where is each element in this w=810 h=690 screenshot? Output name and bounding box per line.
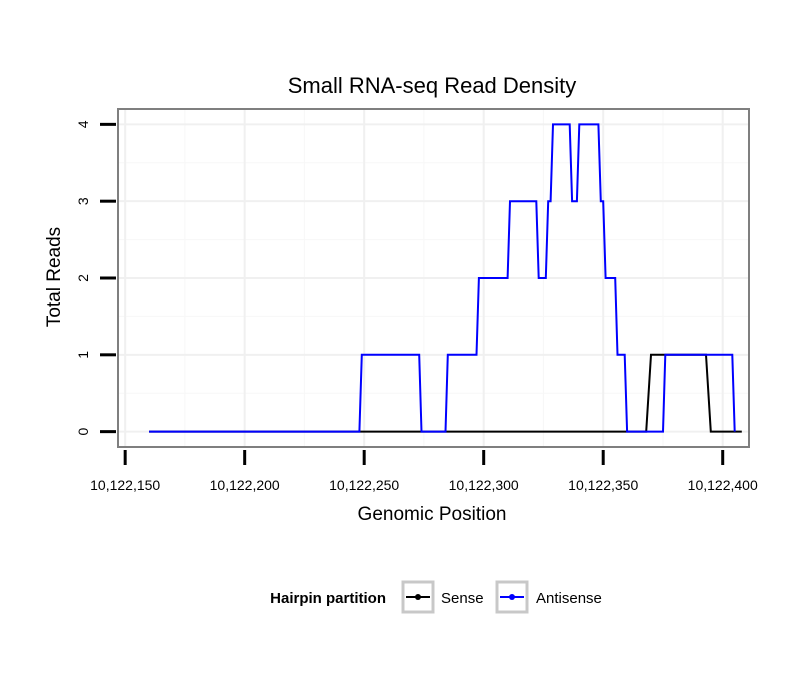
- legend-dot-antisense: [509, 594, 515, 600]
- series-layer: [149, 123, 742, 433]
- x-axis: 10,122,150 10,122,200 10,122,250 10,122,300…: [90, 450, 758, 493]
- y-tick-label: 2: [75, 274, 91, 282]
- grid-lines: [118, 109, 749, 447]
- x-tick-label: 10,122,300: [449, 477, 519, 493]
- x-tick-label: 10,122,400: [688, 477, 758, 493]
- x-axis-title: Genomic Position: [358, 504, 507, 525]
- legend-dot-sense: [415, 594, 421, 600]
- y-axis: 0 1 2 3 4: [75, 120, 116, 436]
- legend-item-sense: Sense: [401, 580, 484, 614]
- y-axis-title: Total Reads: [44, 227, 65, 327]
- x-tick-label: 10,122,150: [90, 477, 160, 493]
- legend-title: Hairpin partition: [270, 590, 386, 607]
- legend: Hairpin partition Sense Antisense: [270, 580, 602, 614]
- x-tick-label: 10,122,350: [568, 477, 638, 493]
- x-tick-label: 10,122,200: [210, 477, 280, 493]
- legend-item-antisense: Antisense: [495, 580, 602, 614]
- legend-label-sense: Sense: [441, 590, 484, 607]
- y-tick-label: 0: [75, 428, 91, 436]
- y-tick-label: 1: [75, 351, 91, 359]
- series-line-antisense: [149, 123, 736, 433]
- chart-title: Small RNA-seq Read Density: [288, 73, 577, 98]
- legend-label-antisense: Antisense: [536, 590, 602, 607]
- y-tick-label: 3: [75, 197, 91, 205]
- x-tick-label: 10,122,250: [329, 477, 399, 493]
- y-tick-label: 4: [75, 120, 91, 128]
- plot-border: [117, 108, 750, 448]
